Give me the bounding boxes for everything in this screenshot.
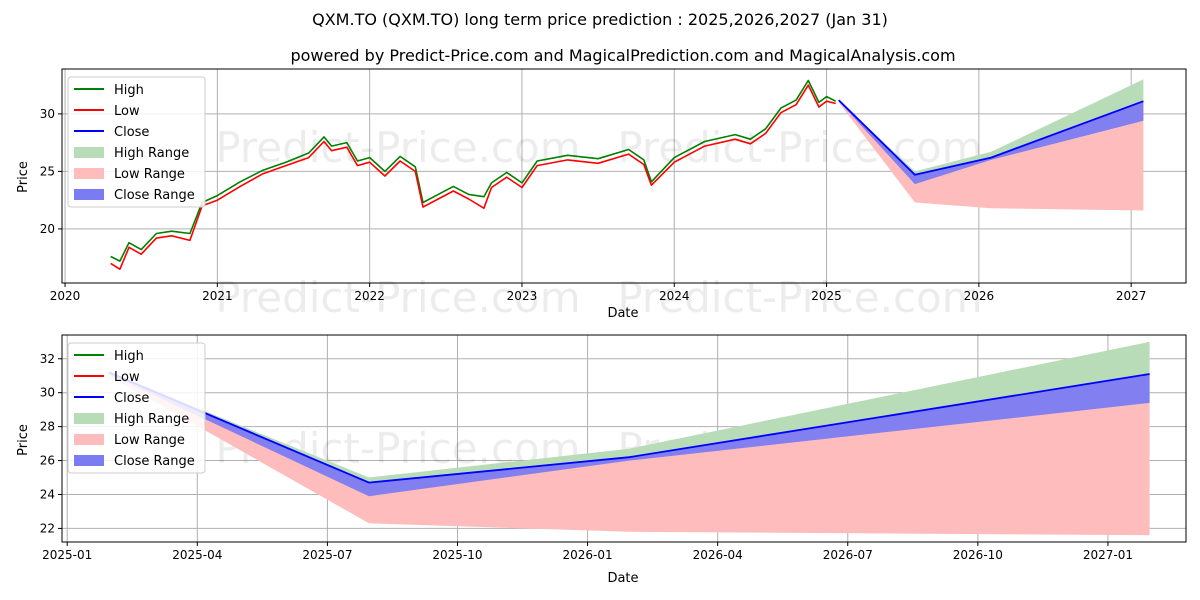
x-tick-label: 2025-07 [302,548,352,562]
legend-label: Low [114,370,140,385]
x-tick-label: 2024 [659,289,690,303]
x-tick-label: 2023 [507,289,538,303]
x-tick-label: 2026-04 [693,548,743,562]
x-tick-label: 2026 [964,289,995,303]
x-tick-label: 2022 [354,289,385,303]
legend-label: High Range [114,146,189,161]
bottom-x-axis-label: Date [607,571,638,586]
y-tick-label: 30 [40,107,55,121]
x-tick-label: 2027-01 [1083,548,1133,562]
long-term-price-panel: Predict-Price.com Predict-Price.com Pred… [16,68,1187,322]
top-x-axis-label: Date [607,306,638,321]
high-range-legend-swatch [74,413,104,424]
close-forecast-line [108,371,1150,484]
top-watermark: Predict-Price.com Predict-Price.com Pred… [215,123,982,322]
y-tick-label: 24 [40,487,55,501]
y-tick-label: 28 [40,420,55,434]
watermark-text: Predict-Price.com [215,123,580,172]
x-tick-label: 2027 [1116,289,1147,303]
x-tick-label: 2020 [50,289,81,303]
chart-subtitle: powered by Predict-Price.com and Magical… [290,46,955,65]
low-history-line [110,84,836,271]
plot-frame [61,334,1187,543]
top-legend: High Low Close High Range Low Range Close Ran… [67,76,206,208]
x-tick-label: 2026-07 [823,548,873,562]
watermark-text: Predict-Price.com [617,123,982,172]
bottom-axes: 2025-01 2025-04 2025-07 2025-10 2026-01 2026-… [40,334,1187,562]
bottom-legend: High Low Close High Range Low Range Close Ran… [67,342,206,474]
close-forecast-line [838,99,1144,176]
close-range-legend-swatch [74,189,104,200]
x-tick-label: 2021 [202,289,233,303]
top-y-axis-label: Price [16,161,31,193]
legend-label: Low Range [114,433,185,448]
top-range-bands [838,79,1144,211]
low-range-legend-swatch [74,168,104,179]
y-tick-label: 26 [40,454,55,468]
chart-title: QXM.TO (QXM.TO) long term price predicti… [312,10,888,29]
watermark-text: Predict-Price.com [617,273,982,322]
x-tick-label: 2025-10 [432,548,482,562]
legend-label: High Range [114,412,189,427]
x-tick-label: 2025-01 [42,548,92,562]
legend-label: Low Range [114,167,185,182]
y-tick-label: 22 [40,521,55,535]
y-tick-label: 20 [40,222,55,236]
x-tick-label: 2026-01 [563,548,613,562]
legend-label: High [114,349,144,364]
legend-label: Close [114,125,149,140]
bottom-y-axis-label: Price [16,424,31,456]
y-tick-label: 32 [40,352,55,366]
legend-label: Close Range [114,188,195,203]
y-tick-label: 25 [40,164,55,178]
y-tick-label: 30 [40,386,55,400]
x-tick-label: 2026-10 [953,548,1003,562]
low-range-legend-swatch [74,434,104,445]
x-tick-label: 2025 [811,289,842,303]
plot-frame [61,68,1187,284]
legend-label: Close Range [114,454,195,469]
high-range-band [108,341,1150,483]
legend-label: Low [114,104,140,119]
close-range-legend-swatch [74,455,104,466]
x-tick-label: 2025-04 [172,548,222,562]
high-range-legend-swatch [74,147,104,158]
bottom-series-lines [108,371,1150,484]
legend-label: High [114,83,144,98]
watermark-text: Predict-Price.com [215,273,580,322]
high-range-band [838,79,1144,175]
forecast-zoom-panel: Predict-Price.com Predict-Price.com 2025… [16,334,1187,586]
bottom-range-bands [108,341,1150,536]
top-series-lines [110,79,1144,271]
legend-label: Close [114,391,149,406]
high-history-line [110,79,837,262]
